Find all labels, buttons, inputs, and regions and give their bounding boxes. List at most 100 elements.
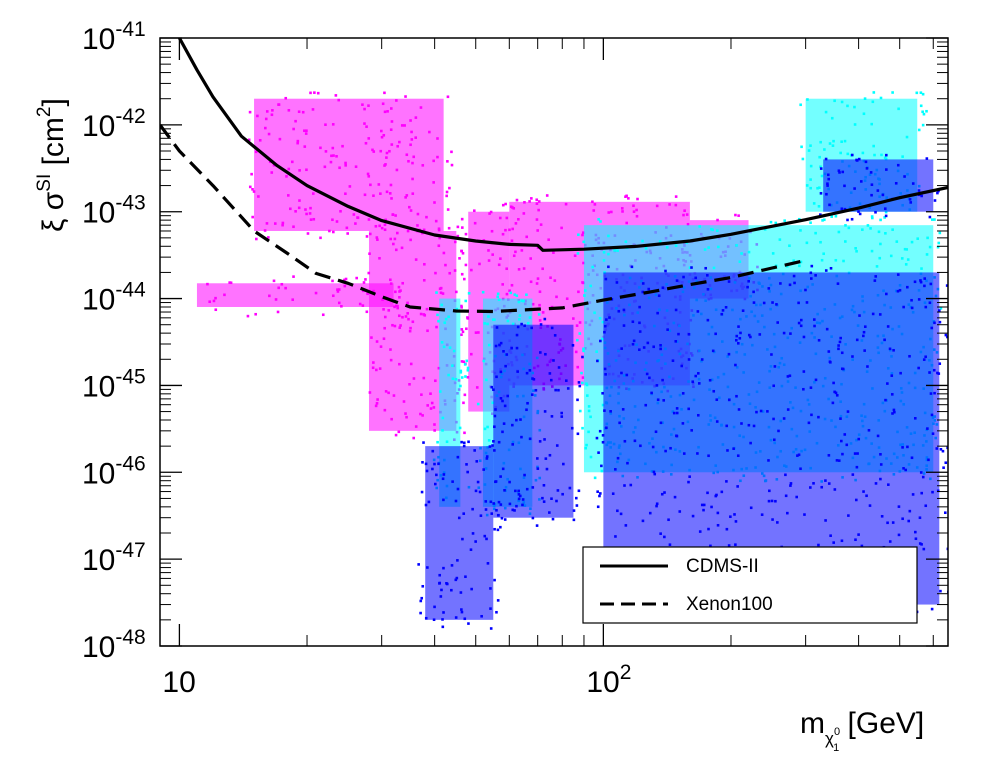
scatter-point bbox=[522, 212, 526, 215]
scatter-point bbox=[626, 461, 629, 465]
scatter-point bbox=[535, 202, 539, 205]
scatter-point bbox=[725, 424, 729, 428]
scatter-point bbox=[933, 321, 936, 325]
scatter-point bbox=[819, 240, 822, 244]
scatter-point bbox=[747, 279, 750, 283]
scatter-point bbox=[886, 382, 889, 385]
scatter-point bbox=[884, 214, 888, 218]
scatter-point bbox=[505, 216, 509, 220]
scatter-point bbox=[304, 132, 308, 135]
scatter-region bbox=[493, 324, 574, 518]
scatter-point bbox=[919, 91, 923, 95]
scatter-point bbox=[434, 379, 437, 383]
plot-frame bbox=[159, 37, 949, 647]
scatter-point bbox=[428, 130, 431, 134]
scatter-point bbox=[797, 453, 801, 457]
scatter-point bbox=[698, 530, 702, 533]
scatter-point bbox=[517, 489, 520, 493]
scatter-point bbox=[447, 373, 450, 377]
scatter-point bbox=[451, 364, 454, 367]
scatter-point bbox=[392, 394, 396, 397]
scatter-point bbox=[879, 453, 882, 456]
scatter-point bbox=[489, 500, 493, 504]
scatter-point bbox=[369, 183, 372, 187]
scatter-point bbox=[502, 350, 505, 353]
scatter-point bbox=[862, 490, 865, 493]
scatter-point bbox=[271, 109, 274, 112]
scatter-point bbox=[330, 154, 333, 158]
scatter-point bbox=[389, 282, 393, 285]
scatter-point bbox=[394, 290, 397, 294]
scatter-point bbox=[497, 263, 501, 267]
scatter-point bbox=[483, 534, 487, 538]
scatter-point bbox=[631, 320, 635, 324]
scatter-point bbox=[883, 207, 887, 210]
scatter-point bbox=[503, 518, 507, 521]
scatter-point bbox=[906, 258, 910, 261]
scatter-point bbox=[485, 378, 488, 382]
scatter-point bbox=[585, 443, 588, 447]
scatter-point bbox=[485, 537, 488, 541]
scatter-point bbox=[859, 180, 863, 183]
scatter-point bbox=[246, 314, 250, 318]
scatter-point bbox=[862, 330, 866, 334]
scatter-point bbox=[461, 537, 464, 541]
scatter-point bbox=[592, 209, 596, 212]
scatter-point bbox=[505, 267, 509, 271]
scatter-point bbox=[853, 187, 856, 190]
scatter-point bbox=[509, 291, 513, 295]
scatter-point bbox=[389, 278, 392, 282]
scatter-point bbox=[422, 376, 426, 380]
scatter-point bbox=[946, 446, 948, 450]
scatter-point bbox=[397, 285, 401, 289]
scatter-point bbox=[419, 412, 422, 416]
scatter-point bbox=[516, 325, 520, 329]
scatter-point bbox=[446, 160, 449, 163]
scatter-point bbox=[680, 364, 684, 368]
scatter-point bbox=[922, 358, 926, 361]
scatter-point bbox=[879, 242, 882, 246]
scatter-point bbox=[501, 232, 505, 236]
scatter-point bbox=[917, 298, 921, 301]
scatter-point bbox=[483, 322, 487, 325]
scatter-point bbox=[833, 488, 837, 491]
scatter-point bbox=[368, 391, 372, 394]
scatter-point bbox=[598, 316, 602, 320]
scatter-point bbox=[422, 441, 425, 444]
scatter-point bbox=[409, 326, 412, 330]
scatter-point bbox=[610, 210, 613, 214]
scatter-point bbox=[818, 155, 821, 159]
scatter-point bbox=[491, 253, 494, 256]
cdms-ii-limit-line bbox=[177, 38, 948, 252]
scatter-point bbox=[396, 306, 400, 310]
scatter-point bbox=[489, 627, 493, 630]
scatter-point bbox=[332, 230, 335, 234]
scatter-point bbox=[514, 222, 518, 225]
scatter-point bbox=[482, 468, 486, 471]
scatter-point bbox=[419, 106, 423, 109]
scatter-point bbox=[917, 128, 921, 132]
scatter-point bbox=[341, 144, 344, 148]
scatter-point bbox=[554, 388, 557, 392]
scatter-point bbox=[685, 213, 689, 216]
scatter-point bbox=[460, 440, 463, 444]
scatter-point bbox=[927, 458, 930, 462]
scatter-point bbox=[530, 393, 534, 396]
scatter-point bbox=[700, 503, 704, 507]
scatter-point bbox=[883, 156, 887, 160]
scatter-point bbox=[638, 330, 642, 333]
scatter-point bbox=[688, 266, 692, 269]
scatter-point bbox=[462, 512, 466, 515]
scatter-point bbox=[782, 417, 786, 420]
scatter-point bbox=[460, 306, 463, 309]
scatter-point bbox=[902, 467, 905, 470]
scatter-point bbox=[817, 204, 821, 208]
legend: CDMS-II Xenon100 bbox=[582, 546, 918, 624]
scatter-point bbox=[581, 355, 584, 359]
scatter-point bbox=[538, 440, 542, 443]
scatter-point bbox=[274, 298, 278, 301]
scatter-point bbox=[833, 390, 836, 394]
scatter-point bbox=[486, 322, 489, 326]
scatter-point bbox=[686, 222, 690, 226]
scatter-point bbox=[896, 163, 900, 167]
